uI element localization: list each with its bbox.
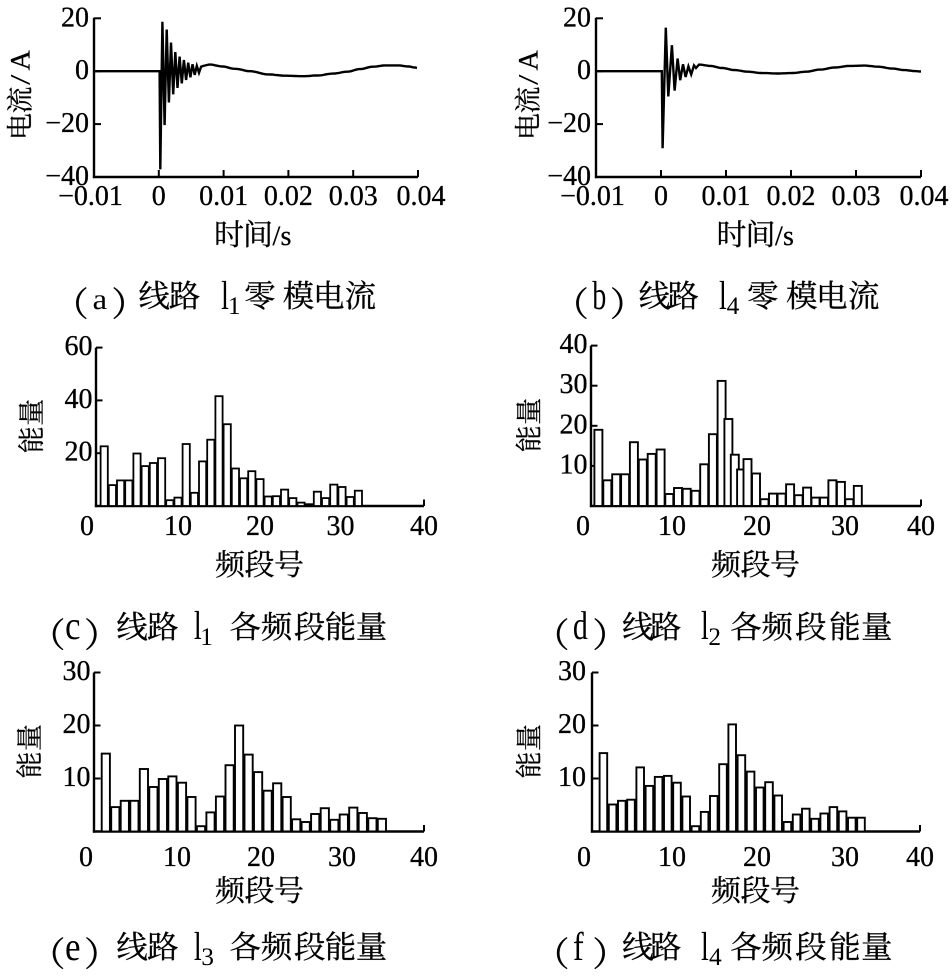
svg-text:20: 20 xyxy=(558,709,586,740)
svg-text:40: 40 xyxy=(560,329,588,360)
svg-text:10: 10 xyxy=(658,842,686,873)
svg-text:10: 10 xyxy=(164,511,192,542)
svg-text:−20: −20 xyxy=(547,108,591,139)
svg-text:0.01: 0.01 xyxy=(199,181,248,212)
svg-text:−20: −20 xyxy=(45,108,89,139)
svg-text:30: 30 xyxy=(558,656,586,687)
svg-text:30: 30 xyxy=(63,656,91,687)
svg-text:30: 30 xyxy=(328,842,356,873)
svg-text:10: 10 xyxy=(558,762,586,793)
svg-text:0: 0 xyxy=(80,511,94,542)
svg-text:40: 40 xyxy=(410,842,438,873)
svg-text:0.02: 0.02 xyxy=(767,181,816,212)
svg-text:0.01: 0.01 xyxy=(702,181,751,212)
svg-text:0: 0 xyxy=(79,842,93,873)
svg-text:0: 0 xyxy=(576,511,590,542)
svg-text:20: 20 xyxy=(246,511,274,542)
svg-text:0.04: 0.04 xyxy=(900,181,949,212)
svg-text:30: 30 xyxy=(560,369,588,400)
svg-text:10: 10 xyxy=(63,762,91,793)
svg-text:0.03: 0.03 xyxy=(329,181,378,212)
svg-text:−0.01: −0.01 xyxy=(560,181,625,212)
svg-text:0: 0 xyxy=(577,55,591,86)
svg-text:10: 10 xyxy=(560,449,588,480)
svg-text:30: 30 xyxy=(831,511,859,542)
svg-text:40: 40 xyxy=(410,511,438,542)
svg-text:10: 10 xyxy=(658,511,686,542)
svg-text:0.04: 0.04 xyxy=(397,181,446,212)
svg-text:40: 40 xyxy=(907,511,935,542)
svg-text:0.03: 0.03 xyxy=(832,181,881,212)
svg-text:20: 20 xyxy=(61,2,89,33)
svg-text:0: 0 xyxy=(152,181,166,212)
svg-text:−0.01: −0.01 xyxy=(58,181,123,212)
svg-text:60: 60 xyxy=(65,331,93,362)
svg-text:20: 20 xyxy=(743,842,771,873)
svg-text:30: 30 xyxy=(831,842,859,873)
svg-text:0.02: 0.02 xyxy=(264,181,313,212)
svg-text:20: 20 xyxy=(563,2,591,33)
svg-text:−40: −40 xyxy=(547,161,591,192)
svg-text:20: 20 xyxy=(63,709,91,740)
svg-text:20: 20 xyxy=(743,511,771,542)
svg-text:0: 0 xyxy=(577,842,591,873)
svg-text:0: 0 xyxy=(654,181,668,212)
svg-text:10: 10 xyxy=(163,842,191,873)
svg-text:0: 0 xyxy=(75,55,89,86)
svg-text:20: 20 xyxy=(247,842,275,873)
svg-text:40: 40 xyxy=(906,842,934,873)
svg-text:20: 20 xyxy=(65,437,93,468)
svg-text:30: 30 xyxy=(327,511,355,542)
svg-text:20: 20 xyxy=(560,409,588,440)
svg-text:40: 40 xyxy=(65,384,93,415)
svg-text:−40: −40 xyxy=(45,161,89,192)
